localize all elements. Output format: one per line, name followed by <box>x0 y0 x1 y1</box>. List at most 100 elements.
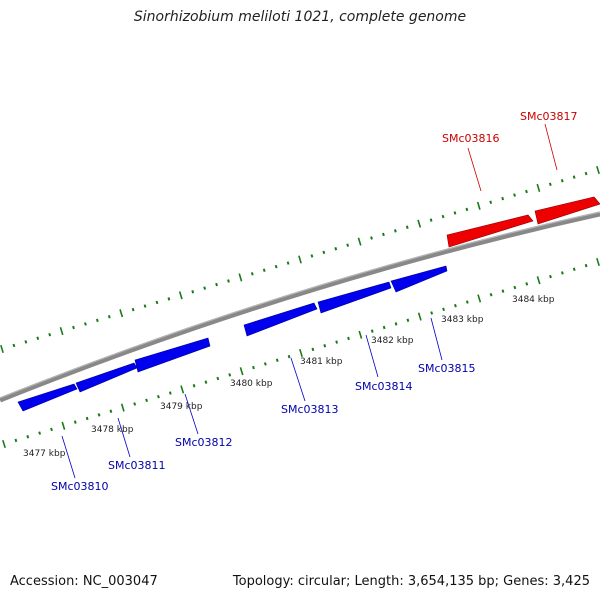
major-tick <box>180 385 185 394</box>
minor-tick <box>215 282 218 287</box>
minor-tick <box>262 268 266 272</box>
minor-tick <box>323 343 327 348</box>
minor-tick <box>72 325 75 330</box>
major-tick <box>61 421 66 430</box>
major-tick <box>417 312 422 321</box>
minor-tick <box>228 373 232 377</box>
minor-tick <box>430 311 434 315</box>
genome-summary: Topology: circular; Length: 3,654,135 bp… <box>232 574 590 589</box>
major-tick <box>59 327 64 336</box>
gene-arrow[interactable] <box>446 214 534 248</box>
genome-backbone <box>0 211 600 403</box>
kbp-label: 3479 kbp <box>160 402 203 412</box>
kbp-label: 3480 kbp <box>230 379 273 389</box>
minor-tick <box>12 343 16 348</box>
gene-label: SMc03813 <box>281 403 339 416</box>
minor-tick <box>513 285 517 290</box>
minor-tick <box>454 303 457 308</box>
major-tick <box>298 255 302 264</box>
minor-tick <box>572 267 576 272</box>
gene-arrow[interactable] <box>390 265 448 293</box>
minor-tick <box>203 286 207 290</box>
minor-tick <box>560 179 564 183</box>
genome-backbone-highlight <box>0 211 600 399</box>
minor-tick <box>370 236 373 240</box>
minor-tick <box>167 297 171 301</box>
minor-tick <box>216 376 220 381</box>
minor-tick <box>109 409 113 413</box>
gene-label: SMc03811 <box>108 459 166 472</box>
minor-tick <box>560 271 564 275</box>
gene-label-connector <box>467 147 482 192</box>
minor-tick <box>38 431 42 435</box>
gene-arrow[interactable] <box>134 337 211 373</box>
major-tick <box>536 276 541 285</box>
major-tick <box>417 219 422 228</box>
minor-tick <box>131 307 135 312</box>
major-tick <box>178 291 183 300</box>
minor-tick <box>322 250 326 255</box>
minor-tick <box>133 402 137 406</box>
minor-tick <box>501 289 505 293</box>
minor-tick <box>393 229 397 233</box>
gene-arrow[interactable] <box>317 281 392 314</box>
gene-arrow[interactable] <box>17 383 78 412</box>
gene-label-connector <box>117 417 131 458</box>
minor-tick <box>85 416 89 421</box>
minor-tick <box>453 211 457 215</box>
gene-label-connector <box>544 123 558 171</box>
kbp-label: 3483 kbp <box>441 315 484 325</box>
minor-tick <box>155 300 159 305</box>
minor-tick <box>274 264 278 269</box>
minor-tick <box>334 247 338 251</box>
major-tick <box>0 344 4 354</box>
gene-label-connector <box>184 393 199 435</box>
minor-tick <box>287 354 291 359</box>
tick-track-inner <box>2 257 600 449</box>
minor-tick <box>310 254 314 258</box>
minor-tick <box>549 274 552 279</box>
gene-label-connector <box>61 435 76 479</box>
kbp-label: 3484 kbp <box>512 295 555 305</box>
tick-track-outer <box>0 165 600 354</box>
gene-arrow[interactable] <box>243 302 318 337</box>
major-tick <box>357 237 362 246</box>
minor-tick <box>525 282 529 286</box>
minor-tick <box>107 315 111 319</box>
minor-tick <box>465 207 469 212</box>
gene-label: SMc03816 <box>442 132 500 145</box>
minor-tick <box>263 362 267 366</box>
minor-tick <box>97 413 101 417</box>
minor-tick <box>84 322 87 326</box>
gene-arrow[interactable] <box>534 196 600 225</box>
minor-tick <box>36 336 40 340</box>
major-tick <box>476 201 481 210</box>
minor-tick <box>286 261 290 265</box>
minor-tick <box>24 340 28 344</box>
kbp-label: 3482 kbp <box>371 336 414 346</box>
minor-tick <box>346 243 350 247</box>
major-tick <box>596 165 600 175</box>
minor-tick <box>394 322 398 326</box>
minor-tick <box>405 225 409 230</box>
minor-tick <box>192 384 196 388</box>
major-tick <box>299 348 303 358</box>
major-tick <box>596 257 600 267</box>
minor-tick <box>429 218 433 222</box>
minor-tick <box>382 325 386 330</box>
minor-tick <box>442 307 445 312</box>
minor-tick <box>191 289 195 294</box>
gene-label: SMc03810 <box>51 480 109 493</box>
kbp-label: 3478 kbp <box>91 425 134 435</box>
minor-tick <box>73 420 77 424</box>
major-tick <box>358 330 363 339</box>
minor-tick <box>441 214 445 219</box>
map-title: Sinorhizobium meliloti 1021, complete ge… <box>133 9 467 25</box>
minor-tick <box>48 332 52 337</box>
minor-tick <box>168 391 172 395</box>
minor-tick <box>548 182 552 187</box>
minor-tick <box>513 193 516 197</box>
minor-tick <box>501 196 505 201</box>
minor-tick <box>250 272 254 276</box>
gene-label: SMc03817 <box>520 110 578 123</box>
